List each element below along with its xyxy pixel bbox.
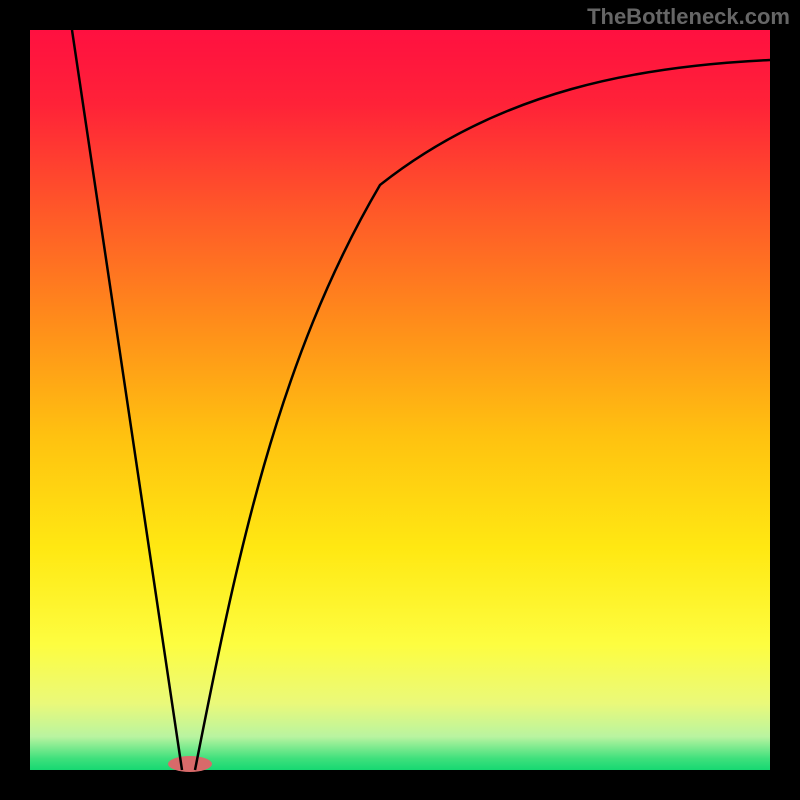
optimal-marker	[168, 756, 212, 772]
bottleneck-chart	[0, 0, 800, 800]
watermark-text: TheBottleneck.com	[587, 4, 790, 30]
chart-background	[30, 30, 770, 770]
chart-container: TheBottleneck.com	[0, 0, 800, 800]
